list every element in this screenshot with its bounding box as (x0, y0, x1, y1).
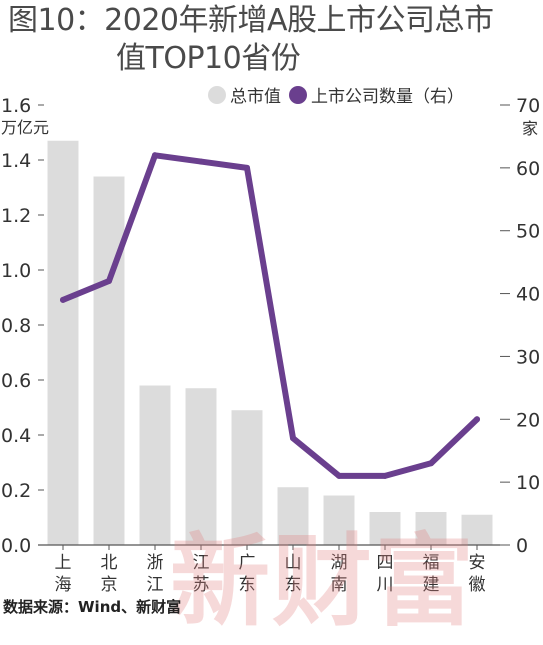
bar-0 (47, 140, 79, 545)
x-tick-label-7-0: 四 (377, 553, 394, 573)
legend-bar-label: 总市值 (230, 87, 281, 107)
line-point-6 (336, 472, 342, 479)
left-tick-label-4: 0.8 (1, 315, 31, 337)
x-tick-label-1-1: 京 (101, 575, 118, 595)
left-tick-label-6: 1.2 (1, 205, 31, 227)
x-tick-label-4-1: 东 (239, 575, 256, 595)
line-point-5 (290, 435, 296, 442)
left-tick-label-3: 0.6 (1, 370, 31, 392)
chart-legend: 总市值 上市公司数量（右） (208, 82, 472, 107)
left-tick-label-2: 0.4 (1, 425, 31, 447)
bar-5 (277, 487, 309, 545)
bar-4 (231, 410, 263, 545)
x-tick-label-6-1: 南 (331, 575, 348, 595)
x-tick-label-8-1: 建 (423, 575, 440, 595)
x-tick-label-1-0: 北 (101, 553, 118, 573)
x-tick-label-2-1: 江 (147, 575, 164, 595)
left-tick-label-8: 1.6 (1, 95, 31, 117)
right-tick-label-2: 20 (516, 409, 540, 431)
title-line-2: 值TOP10省份 (116, 41, 301, 76)
legend-bar-item: 总市值 (208, 82, 281, 107)
line-point-1 (106, 278, 112, 284)
legend-bar-swatch (208, 85, 226, 104)
right-axis-unit: 家 (522, 119, 538, 138)
bar-7 (369, 512, 401, 545)
right-tick-label-6: 60 (516, 158, 540, 180)
left-tick-label-0: 0.0 (1, 535, 31, 557)
line-series-count (60, 152, 480, 479)
x-tick-label-6-0: 湖 (331, 553, 348, 573)
right-tick-label-4: 40 (516, 284, 540, 306)
chart-canvas: 上海北京浙江江苏广东山东湖南四川福建安徽0.00.20.40.60.81.01.… (1, 95, 540, 595)
x-tick-label-3-0: 江 (193, 553, 210, 573)
bar-8 (415, 512, 447, 545)
right-tick-label-1: 10 (516, 472, 540, 494)
right-tick-label-3: 30 (516, 346, 540, 368)
line-point-0 (60, 296, 66, 303)
x-tick-label-2-0: 浙 (147, 553, 164, 573)
x-tick-label-0-0: 上 (55, 553, 72, 573)
source-note: 数据来源：Wind、新财富 (3, 598, 182, 616)
chart-title: 图10：2020年新增A股上市公司总市 值TOP10省份 (8, 2, 538, 78)
bar-1 (93, 176, 125, 545)
x-tick-label-4-0: 广 (239, 553, 256, 573)
right-tick-label-0: 0 (516, 535, 528, 557)
bar-2 (139, 385, 171, 545)
x-tick-label-5-1: 东 (285, 575, 302, 595)
line-point-4 (244, 164, 250, 171)
left-tick-label-5: 1.0 (1, 260, 31, 282)
legend-line-swatch (289, 85, 307, 104)
x-tick-label-8-0: 福 (423, 553, 440, 573)
line-point-3 (198, 158, 204, 165)
right-tick-label-7: 70 (516, 95, 540, 117)
line-point-7 (382, 472, 388, 479)
line-point-2 (152, 152, 158, 159)
x-tick-label-9-0: 安 (469, 553, 486, 573)
bar-9 (461, 514, 493, 545)
legend-line-label: 上市公司数量（右） (311, 87, 464, 107)
left-tick-label-7: 1.4 (1, 150, 31, 172)
legend-line-item: 上市公司数量（右） (289, 82, 464, 107)
left-tick-label-1: 0.2 (1, 480, 31, 502)
x-tick-label-5-0: 山 (285, 553, 302, 573)
line-point-8 (428, 460, 434, 467)
x-tick-label-0-1: 海 (55, 575, 72, 595)
x-tick-label-9-1: 徽 (469, 575, 486, 595)
left-axis-unit: 万亿元 (1, 118, 49, 137)
title-line-1: 图10：2020年新增A股上市公司总市 (8, 3, 494, 38)
x-tick-label-7-1: 川 (377, 575, 394, 595)
right-tick-label-5: 50 (516, 221, 540, 243)
bar-3 (185, 388, 217, 545)
x-tick-label-3-1: 苏 (193, 575, 210, 595)
bar-6 (323, 495, 355, 545)
line-point-9 (474, 416, 480, 423)
